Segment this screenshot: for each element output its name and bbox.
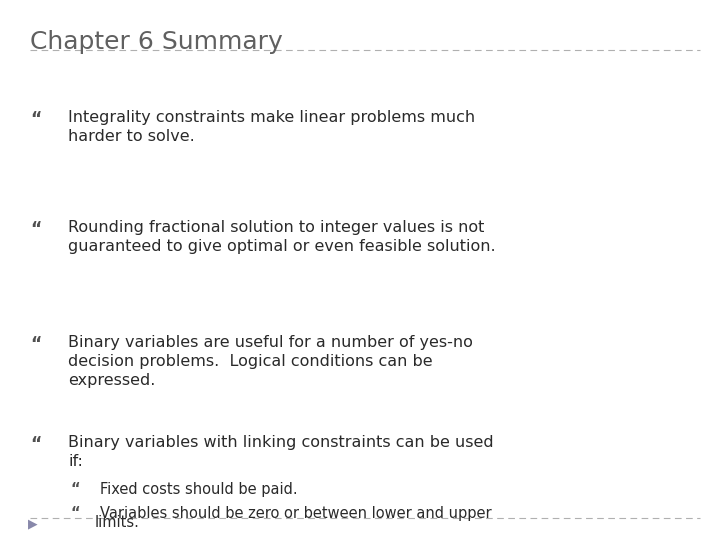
Text: “: “ bbox=[30, 335, 41, 353]
Text: “: “ bbox=[30, 220, 41, 238]
Text: Rounding fractional solution to integer values is not
guaranteed to give optimal: Rounding fractional solution to integer … bbox=[68, 220, 495, 254]
Text: “: “ bbox=[30, 110, 41, 128]
Text: “: “ bbox=[30, 435, 41, 453]
Text: limits.: limits. bbox=[95, 515, 140, 530]
Text: “: “ bbox=[70, 506, 80, 521]
Text: Variables should be zero or between lower and upper: Variables should be zero or between lowe… bbox=[100, 506, 492, 521]
Text: Integrality constraints make linear problems much
harder to solve.: Integrality constraints make linear prob… bbox=[68, 110, 475, 144]
Text: ▶: ▶ bbox=[28, 517, 37, 530]
Text: Binary variables are useful for a number of yes-no
decision problems.  Logical c: Binary variables are useful for a number… bbox=[68, 335, 473, 388]
Text: Binary variables with linking constraints can be used
if:: Binary variables with linking constraint… bbox=[68, 435, 494, 469]
Text: “: “ bbox=[70, 482, 80, 497]
Text: Chapter 6 Summary: Chapter 6 Summary bbox=[30, 30, 283, 54]
Text: Fixed costs should be paid.: Fixed costs should be paid. bbox=[100, 482, 297, 497]
